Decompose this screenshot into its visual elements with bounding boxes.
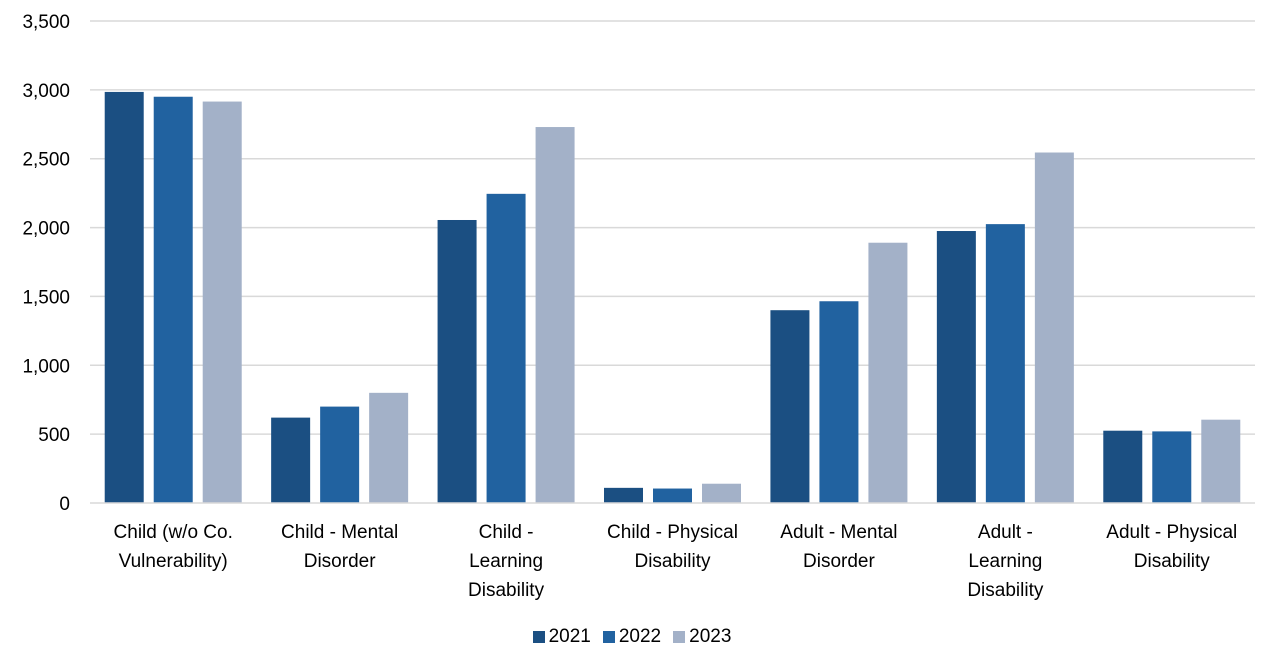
bar-2021-0 bbox=[104, 91, 144, 504]
category-label: Disability bbox=[1134, 551, 1211, 572]
legend: 2021 2022 2023 bbox=[0, 622, 1264, 652]
bar-2023-4 bbox=[868, 242, 908, 503]
bar-2021-2 bbox=[437, 219, 477, 504]
y-tick-label: 3,500 bbox=[22, 12, 70, 33]
legend-swatch bbox=[673, 631, 686, 643]
category-label: Adult - Mental bbox=[780, 522, 897, 543]
bar-2023-2 bbox=[535, 127, 575, 503]
bars bbox=[104, 91, 1241, 504]
bar-2023-0 bbox=[202, 101, 242, 503]
y-tick-label: 500 bbox=[38, 425, 70, 446]
category-label: Adult - Physical bbox=[1106, 522, 1237, 543]
legend-item-2023: 2023 bbox=[673, 626, 731, 648]
category-label: Disorder bbox=[304, 551, 376, 572]
legend-label: 2023 bbox=[689, 626, 732, 647]
bar-2021-3 bbox=[604, 487, 643, 503]
bar-2022-4 bbox=[819, 301, 859, 503]
category-label: Disorder bbox=[803, 551, 875, 572]
bar-2022-1 bbox=[320, 406, 360, 503]
y-tick-label: 2,000 bbox=[22, 219, 70, 240]
category-label: Disability bbox=[634, 551, 711, 572]
bar-2022-6 bbox=[1152, 431, 1192, 503]
category-label: Child (w/o Co. bbox=[114, 522, 233, 543]
bar-2023-5 bbox=[1034, 152, 1074, 503]
category-label: Learning bbox=[968, 551, 1042, 572]
bar-2023-1 bbox=[369, 392, 409, 503]
x-axis-labels: Child (w/o Co. Vulnerability) Child - Ment… bbox=[114, 522, 1238, 601]
gridlines bbox=[90, 20, 1255, 435]
bar-2021-4 bbox=[770, 310, 810, 503]
category-label: Learning bbox=[469, 551, 543, 572]
category-label: Disability bbox=[468, 580, 545, 601]
category-label: Child - Mental bbox=[281, 522, 398, 543]
bar-2023-3 bbox=[702, 483, 741, 503]
y-tick-label: 1,000 bbox=[22, 356, 70, 377]
legend-swatch bbox=[532, 631, 545, 643]
legend-item-2022: 2022 bbox=[602, 626, 662, 648]
bar-2022-3 bbox=[653, 488, 692, 503]
y-tick-label: 2,500 bbox=[22, 150, 70, 171]
bar-2021-5 bbox=[936, 231, 976, 503]
bar-2021-6 bbox=[1103, 430, 1143, 503]
bar-2022-5 bbox=[985, 224, 1025, 503]
category-label: Disability bbox=[967, 580, 1044, 601]
legend-item-2021: 2021 bbox=[532, 626, 591, 648]
y-axis-ticks: 0 500 1,000 1,500 2,000 2,500 3,000 3,500 bbox=[22, 12, 70, 515]
category-label: Vulnerability) bbox=[119, 551, 228, 572]
category-label: Adult - bbox=[978, 522, 1033, 543]
legend-label: 2022 bbox=[618, 626, 662, 647]
bar-2022-2 bbox=[486, 193, 526, 503]
bar-2021-1 bbox=[271, 417, 311, 503]
y-tick-label: 3,000 bbox=[22, 81, 70, 102]
bar-2023-6 bbox=[1201, 419, 1241, 503]
legend-swatch bbox=[602, 631, 615, 643]
y-tick-label: 0 bbox=[59, 494, 70, 515]
category-label: Child - Physical bbox=[607, 522, 738, 543]
bar-2022-0 bbox=[153, 96, 193, 503]
y-tick-label: 1,500 bbox=[22, 287, 70, 308]
legend-label: 2021 bbox=[548, 626, 591, 647]
category-label: Child - bbox=[479, 522, 534, 543]
bar-chart: 0 500 1,000 1,500 2,000 2,500 3,000 3,500 Child… bbox=[22, 12, 1255, 601]
